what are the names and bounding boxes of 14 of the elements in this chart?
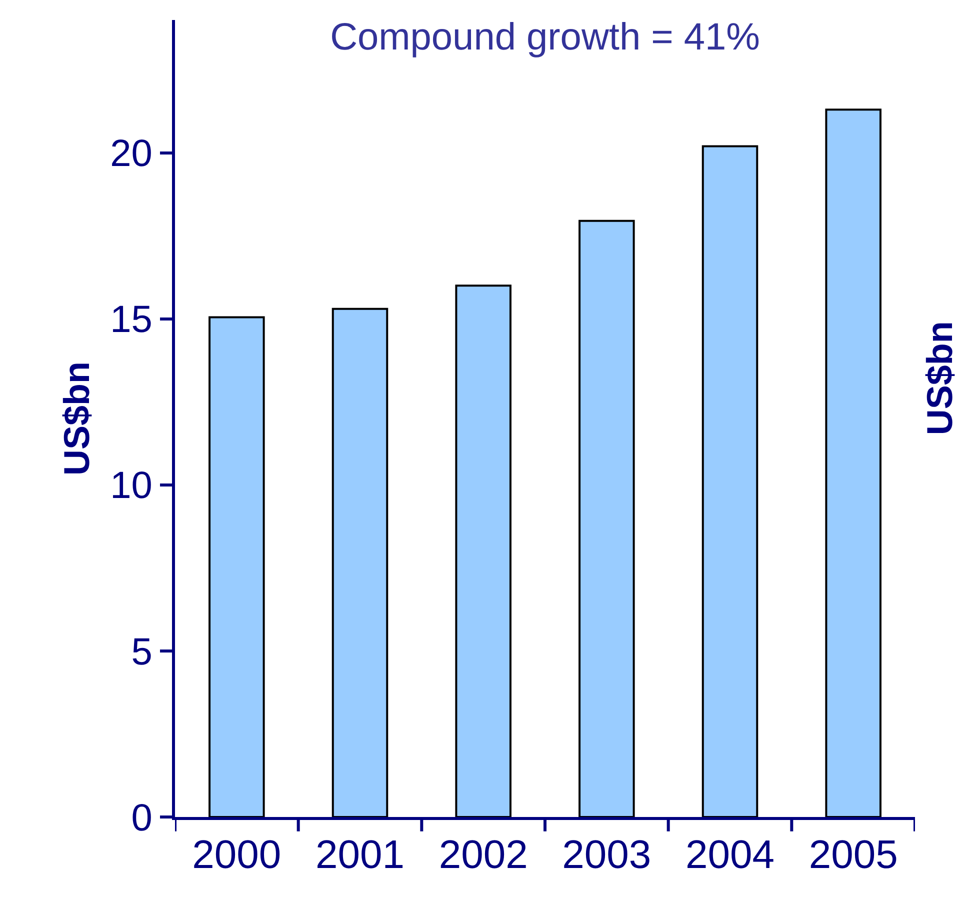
y-axis-title: US$bn <box>56 361 98 476</box>
y-tick-label: 15 <box>110 299 152 342</box>
chart-title: Compound growth = 41% <box>330 16 760 58</box>
x-tick-label: 2004 <box>686 833 774 877</box>
x-tick-label: 2000 <box>192 833 282 877</box>
y-tick-label: 10 <box>110 465 152 508</box>
y2-axis-title: US$bn <box>918 321 960 436</box>
x-tick-label: 2003 <box>562 833 652 877</box>
x-tick-label: 2001 <box>316 833 404 877</box>
x-tick-label: 2002 <box>438 833 528 877</box>
y-tick-label: 0 <box>131 797 152 840</box>
y-tick-label: 5 <box>131 631 152 674</box>
y-tick-label: 20 <box>110 133 152 176</box>
x-tick-label: 2005 <box>808 833 898 877</box>
